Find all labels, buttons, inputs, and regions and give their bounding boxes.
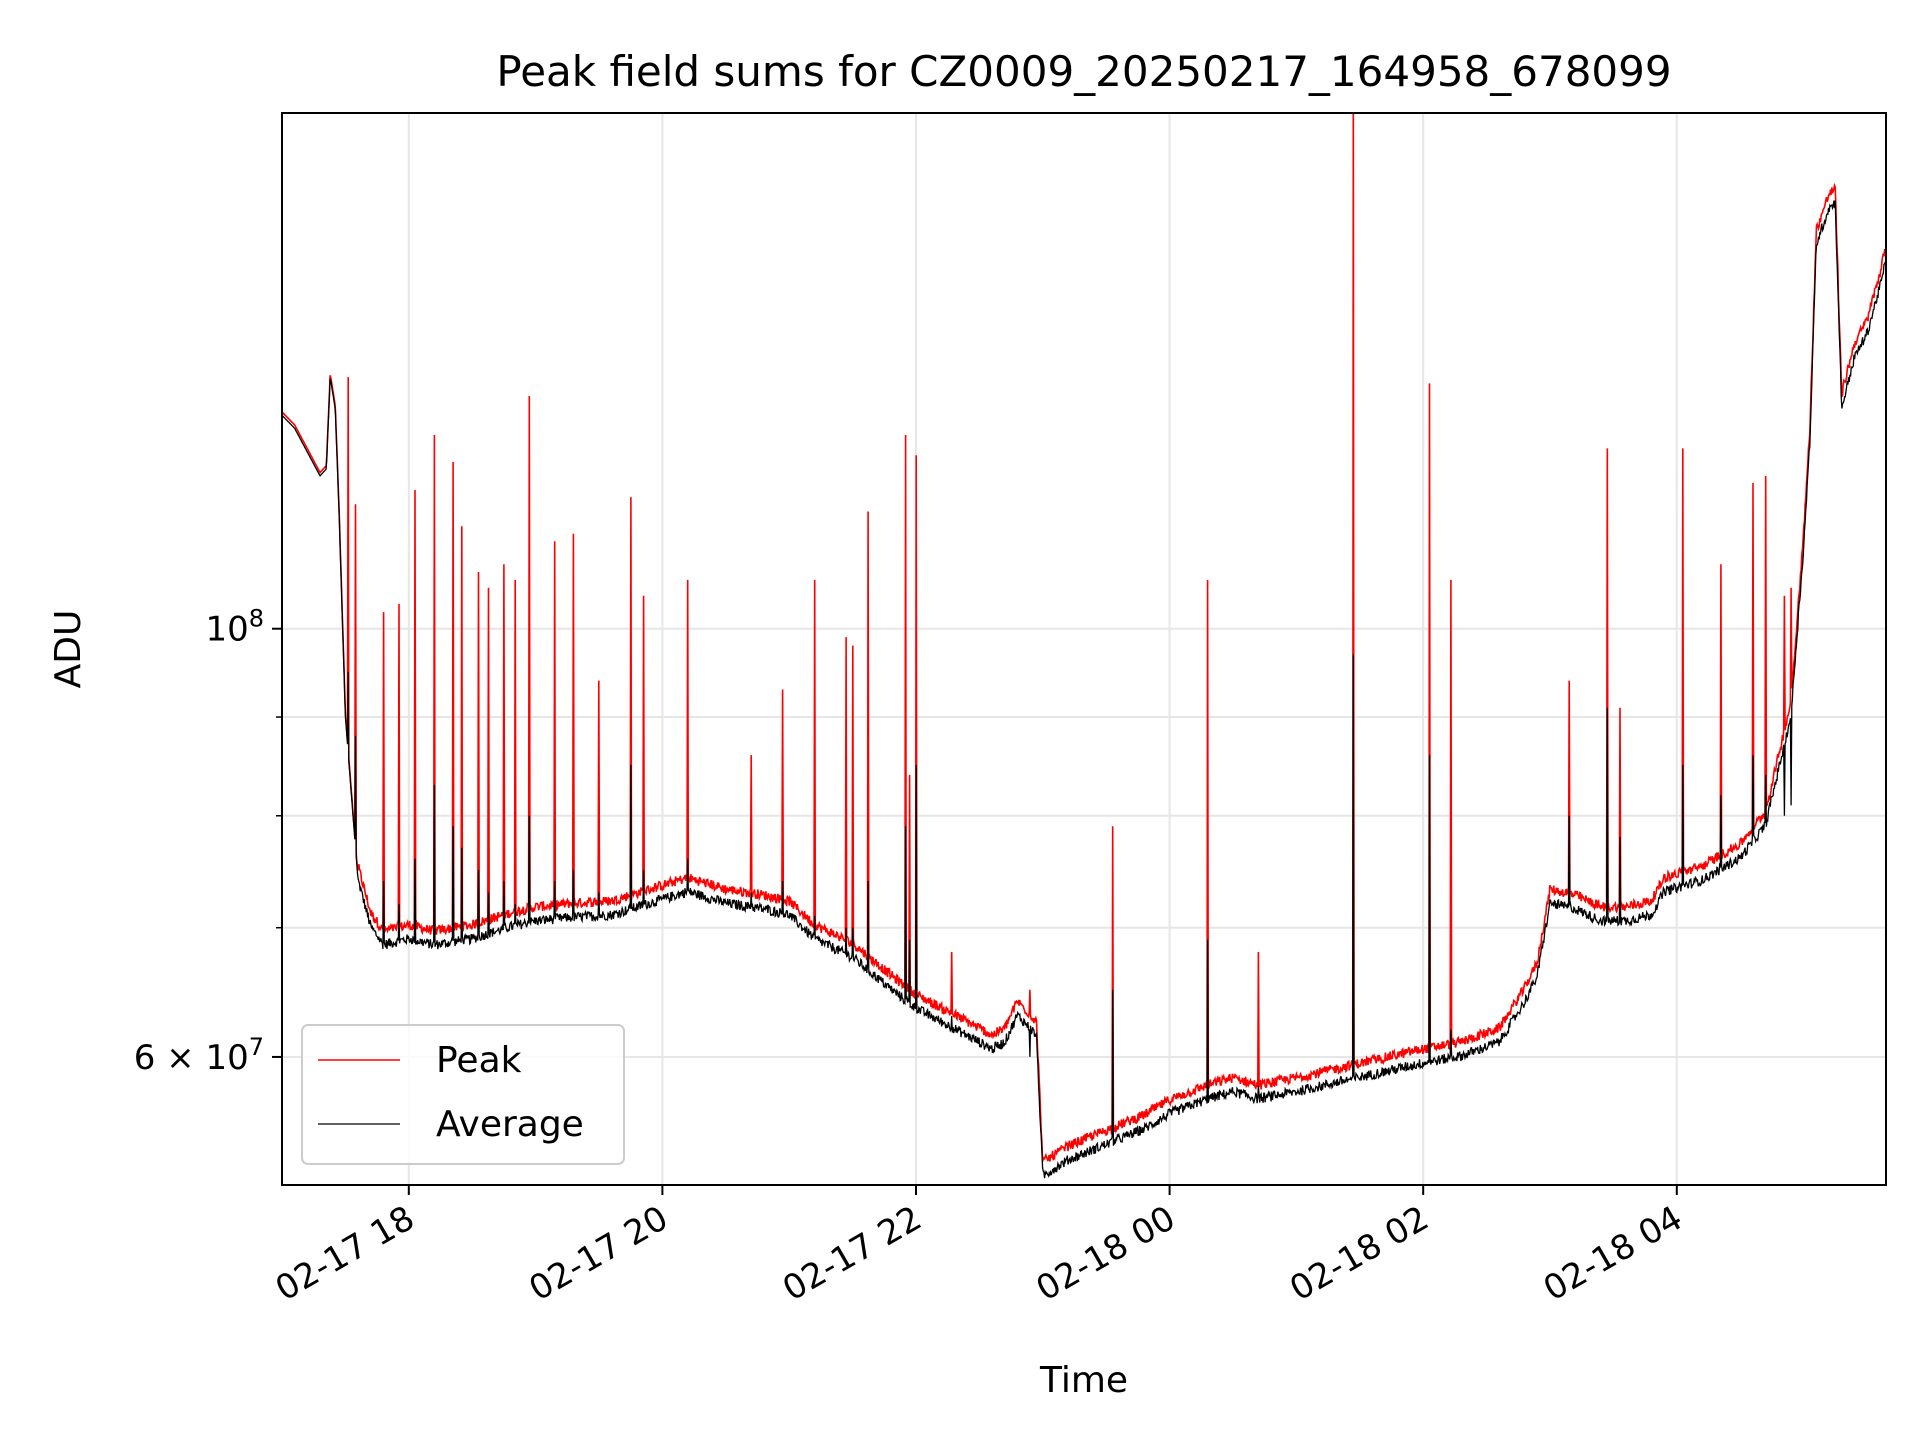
series-line-peak bbox=[282, 113, 1886, 1162]
series-line-average bbox=[282, 200, 1886, 1179]
y-axis: 6 × 107 108 bbox=[134, 605, 282, 1078]
y-tick-label: 108 bbox=[205, 605, 264, 650]
x-axis: 02-17 18 02-17 20 02-17 22 02-18 00 02-18 02… bbox=[269, 1185, 1689, 1309]
legend-label-average: Average bbox=[436, 1104, 584, 1145]
x-tick-label: 02-17 22 bbox=[776, 1198, 928, 1309]
legend-label-peak: Peak bbox=[436, 1040, 522, 1081]
grid-lines bbox=[282, 113, 1886, 1185]
legend: Peak Average bbox=[301, 1024, 625, 1165]
plot-frame bbox=[281, 112, 1887, 1186]
y-tick-label: 6 × 107 bbox=[134, 1033, 264, 1078]
x-axis-label: Time bbox=[1039, 1360, 1128, 1401]
x-tick-label: 02-17 18 bbox=[269, 1198, 421, 1309]
chart-title: Peak field sums for CZ0009_20250217_1649… bbox=[496, 47, 1671, 96]
y-axis-label: ADU bbox=[48, 610, 89, 689]
x-tick-label: 02-18 02 bbox=[1283, 1198, 1435, 1309]
x-tick-label: 02-18 00 bbox=[1030, 1198, 1182, 1309]
x-tick-label: 02-18 04 bbox=[1537, 1198, 1689, 1309]
x-tick-label: 02-17 20 bbox=[523, 1198, 675, 1309]
